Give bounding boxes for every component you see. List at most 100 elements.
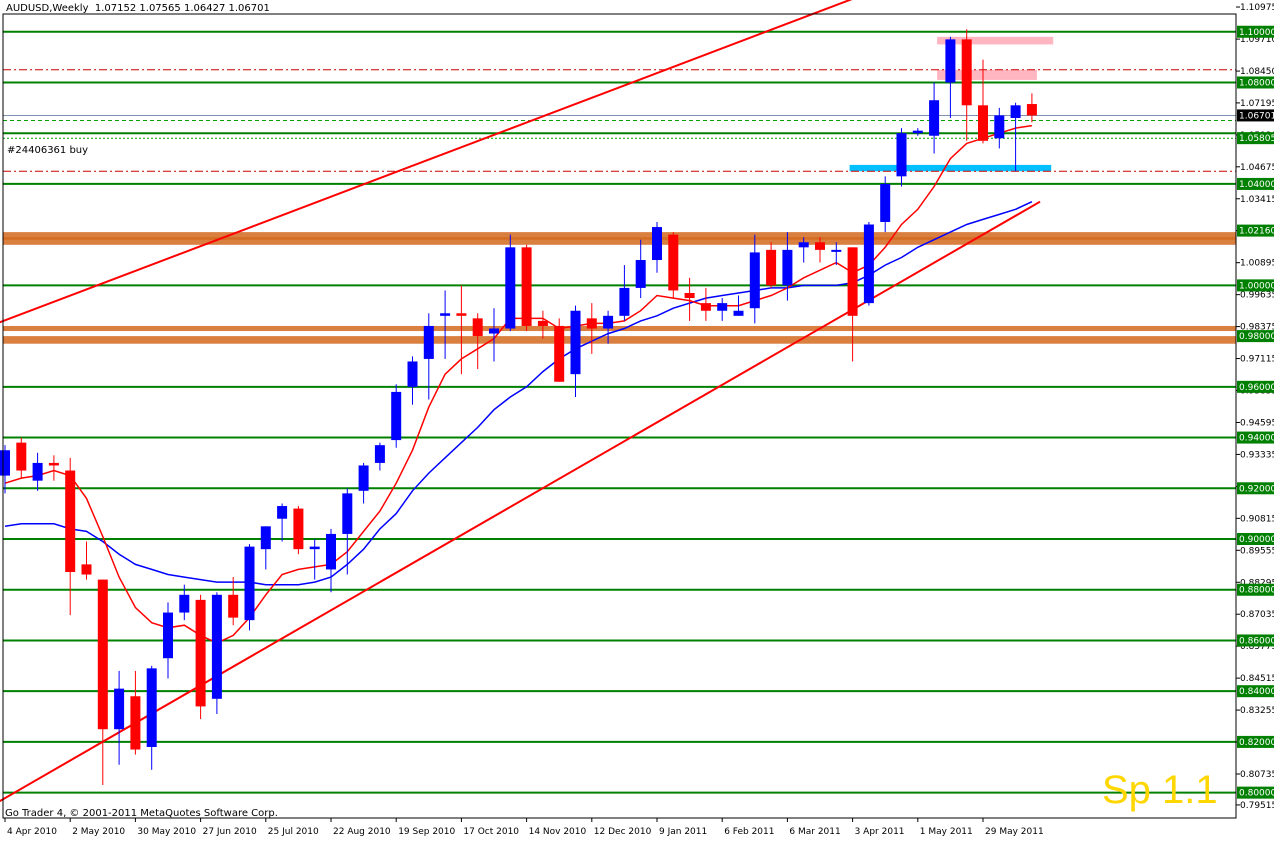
- levels-layer: [3, 30, 1236, 794]
- level-tag: [1237, 330, 1274, 343]
- level-tag-label: 0.94000: [1239, 434, 1274, 444]
- level-tag: [1237, 279, 1274, 292]
- level-tag-label: 1.04000: [1239, 180, 1274, 190]
- candle-body: [684, 292, 695, 299]
- candle-body: [260, 526, 271, 550]
- price-tick-label: 0.79515: [1240, 801, 1274, 811]
- level-tag: [1237, 634, 1274, 647]
- candle-body: [228, 594, 239, 618]
- candle-body: [537, 320, 548, 326]
- level-tag-label: 0.90000: [1239, 535, 1274, 545]
- cyan-zone: [849, 164, 1052, 172]
- date-tick-label: 19 Sep 2010: [398, 827, 455, 837]
- candle-body: [668, 234, 679, 291]
- high-value: 1.07565: [139, 3, 181, 14]
- candle-body: [342, 493, 353, 534]
- price-tick-label: 0.88295: [1240, 578, 1274, 588]
- candle-body: [277, 506, 288, 519]
- candle-body: [114, 688, 125, 730]
- candle-body: [146, 668, 157, 747]
- candle-body: [0, 450, 10, 476]
- pink-zone: [937, 36, 1054, 45]
- level-tag-label: 1.05805: [1239, 134, 1274, 144]
- date-tick-label: 14 Nov 2010: [529, 827, 587, 837]
- candle-body: [1010, 105, 1021, 118]
- level-tag-label: 0.82000: [1239, 738, 1274, 748]
- candle-body: [782, 249, 793, 286]
- price-tick-label: 0.98375: [1240, 323, 1274, 333]
- level-tag-label: 0.98000: [1239, 332, 1274, 342]
- candle-body: [423, 325, 434, 359]
- candle-body: [326, 533, 336, 570]
- candle-body: [994, 115, 1005, 139]
- date-tick-label: 29 May 2011: [985, 827, 1044, 837]
- candle-body: [456, 313, 467, 316]
- candle-body: [391, 391, 402, 441]
- candle-body: [635, 260, 646, 288]
- level-tag: [1237, 786, 1274, 799]
- price-tick-label: 0.93335: [1240, 450, 1274, 460]
- price-tick-label: 1.00895: [1240, 259, 1274, 269]
- open-value: 1.07152: [94, 3, 137, 14]
- date-tick-label: 22 Aug 2010: [333, 827, 391, 837]
- candle-body: [505, 247, 516, 329]
- watermark-label: Sp 1.1: [1102, 768, 1218, 812]
- candle-body: [749, 252, 760, 309]
- candle-body: [489, 328, 499, 334]
- level-tag-label: 0.88000: [1239, 586, 1274, 596]
- order-label: #24406361 buy: [7, 145, 89, 156]
- level-tag: [1237, 25, 1274, 38]
- candle-body: [847, 247, 858, 316]
- trendline: [0, 0, 853, 324]
- candle-body: [48, 462, 59, 466]
- level-tag-label: 1.02160: [1239, 227, 1274, 237]
- level-tag-label: 0.84000: [1239, 687, 1274, 697]
- candle-body: [81, 564, 92, 575]
- date-tick-label: 27 Jun 2010: [203, 827, 257, 837]
- level-tag: [1237, 735, 1274, 748]
- candle-body: [570, 310, 581, 375]
- level-tag: [1237, 482, 1274, 495]
- date-tick-label: 1 May 2011: [920, 827, 973, 837]
- candle-body: [211, 594, 222, 699]
- candle-body: [863, 224, 874, 304]
- candle-body: [65, 470, 76, 572]
- candle-body: [32, 462, 43, 481]
- candle-body: [1026, 104, 1037, 116]
- date-tick-label: 3 Apr 2011: [855, 827, 905, 837]
- axis-layer: 1.109751.097101.084501.071951.059301.046…: [2, 3, 1274, 837]
- candle-body: [815, 242, 825, 250]
- date-tick-label: 12 Dec 2010: [594, 827, 652, 837]
- level-tag: [1237, 685, 1274, 698]
- level-tag: [1237, 76, 1274, 89]
- level-tag-label: 0.86000: [1239, 636, 1274, 646]
- price-tick-label: 1.08450: [1240, 67, 1274, 77]
- candle-body: [700, 303, 711, 311]
- candle-body: [16, 442, 27, 471]
- level-tag-label: 1.08000: [1239, 78, 1274, 88]
- candle-body: [766, 249, 777, 286]
- symbol-label: AUDUSD,Weekly: [6, 3, 89, 14]
- level-tag-label: 1.00000: [1239, 281, 1274, 291]
- candles-layer: [0, 29, 1037, 786]
- candle-body: [603, 315, 614, 329]
- candle-body: [586, 318, 597, 329]
- price-tick-label: 1.03415: [1240, 195, 1274, 205]
- zone-band: [3, 237, 1236, 245]
- date-tick-label: 30 May 2010: [137, 827, 196, 837]
- zone-band: [3, 325, 1236, 332]
- candle-body: [440, 313, 451, 316]
- fast-ma-line: [4, 124, 1033, 644]
- price-tick-label: 0.99635: [1240, 291, 1274, 301]
- candle-body: [717, 303, 728, 311]
- candle-body: [880, 183, 891, 222]
- candle-body: [554, 325, 565, 382]
- candle-body: [896, 133, 907, 177]
- candle-body: [945, 39, 956, 83]
- level-tag: [1237, 583, 1274, 596]
- candle-body: [929, 100, 940, 136]
- candle-body: [309, 546, 320, 550]
- slow-ma-line: [4, 201, 1033, 586]
